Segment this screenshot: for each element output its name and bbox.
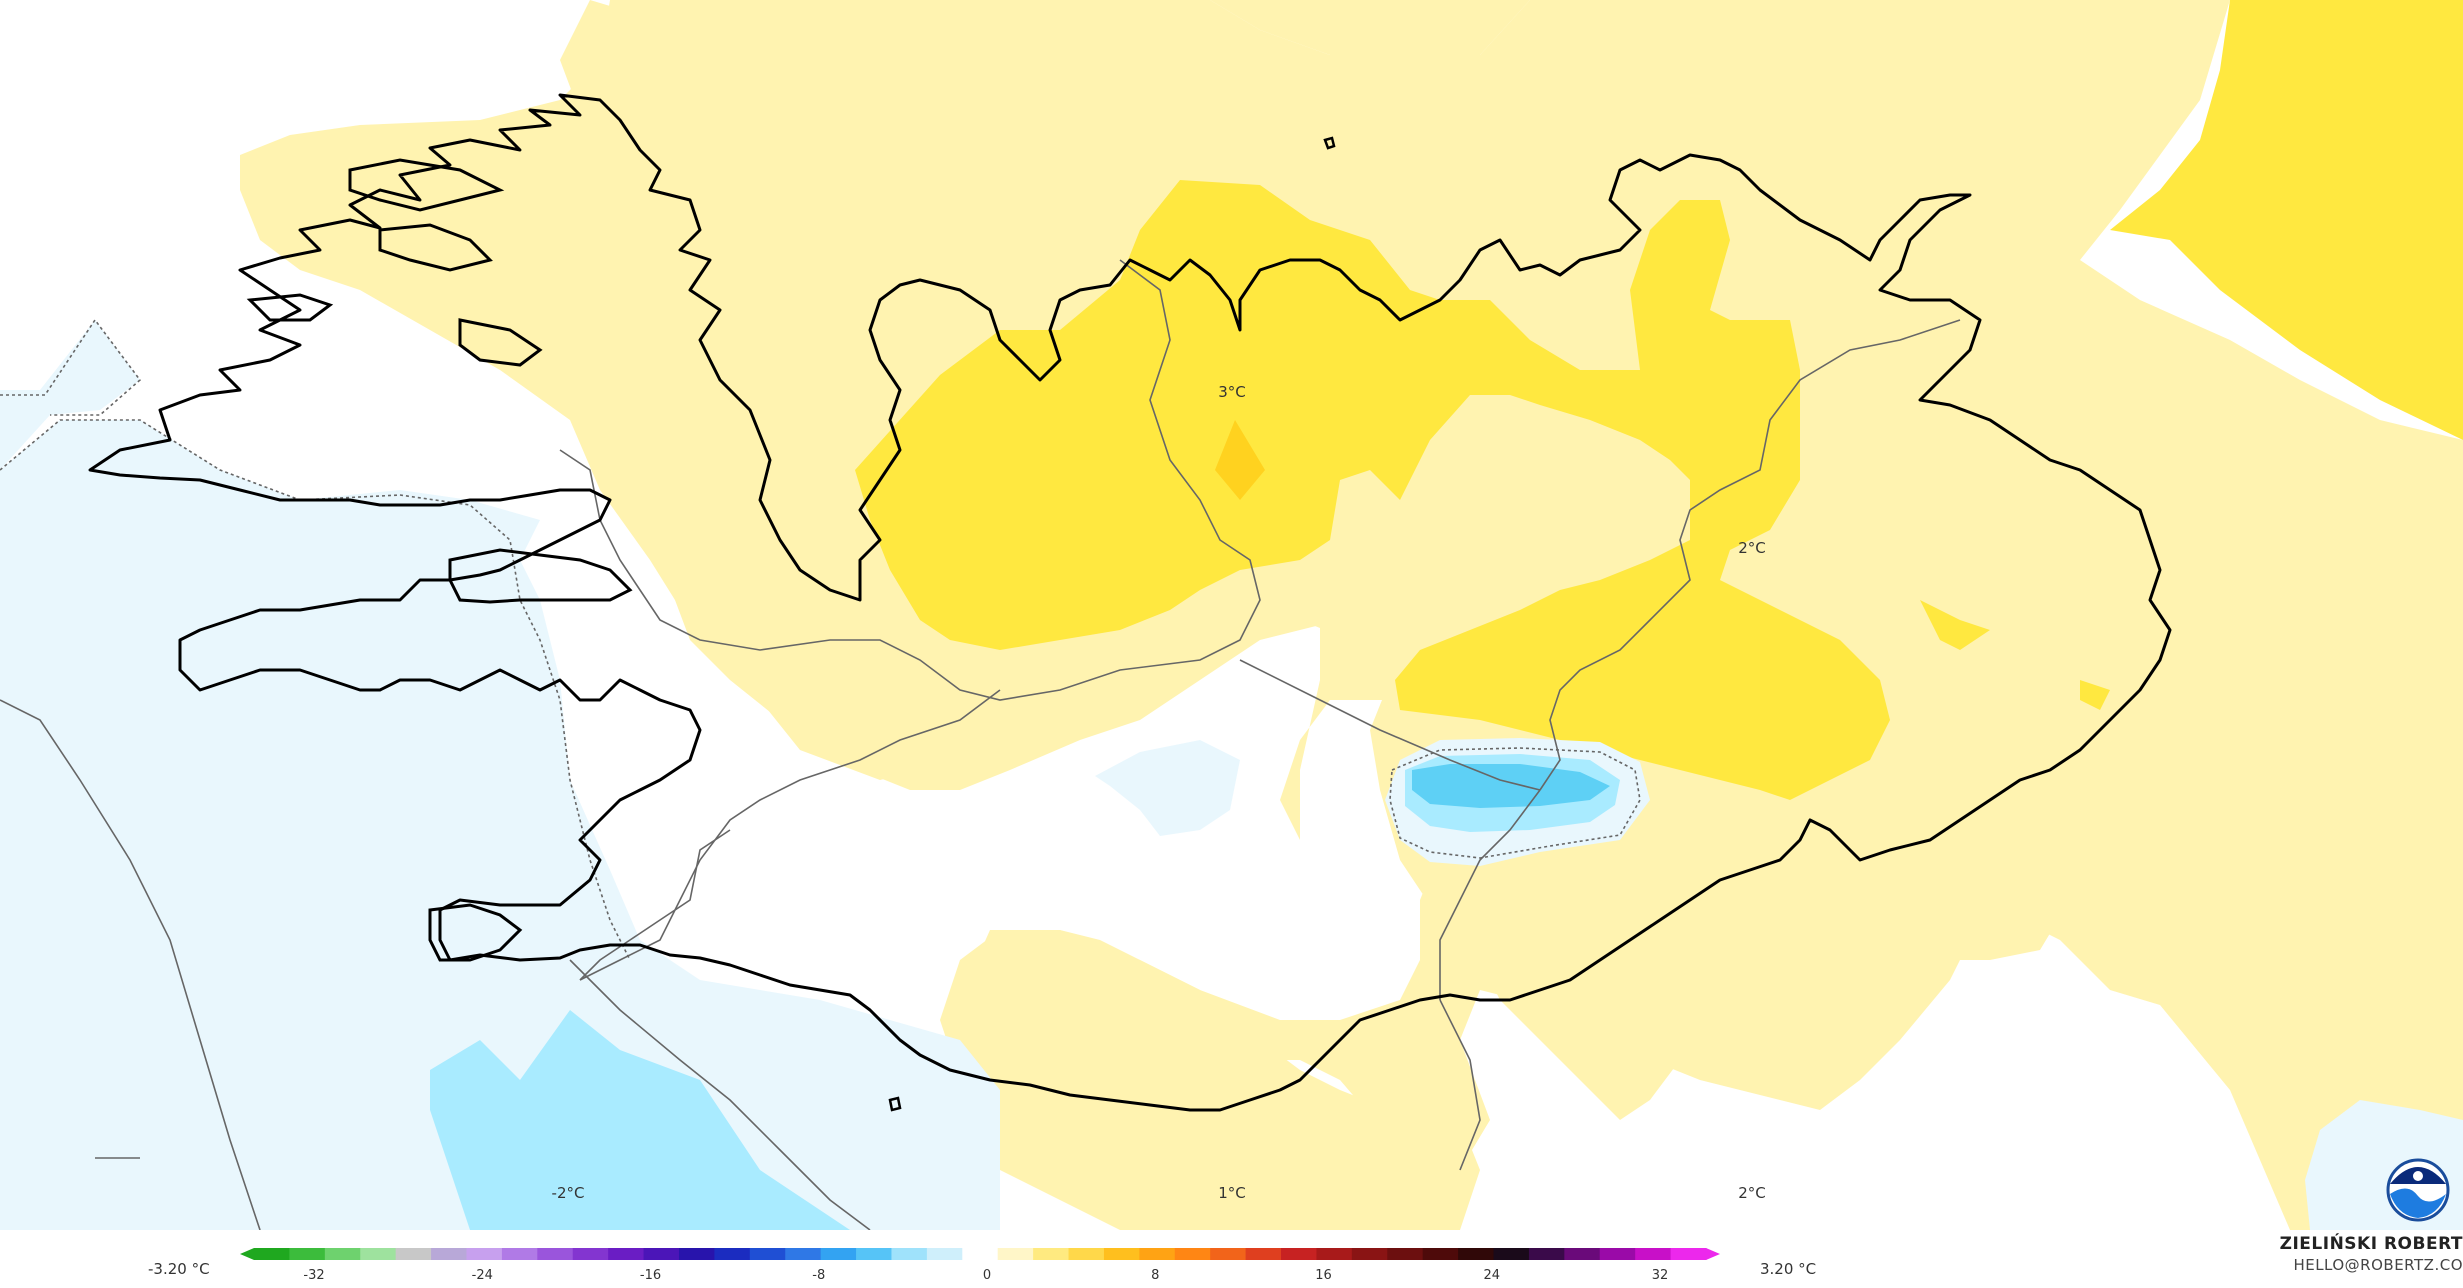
legend-tick-label: -16: [639, 1268, 662, 1283]
colorbar-segment: [1033, 1248, 1070, 1260]
legend-min-label: -3.20 °C: [148, 1260, 210, 1278]
border-south-lines: [569, 959, 871, 1230]
colorbar-segment: [537, 1248, 574, 1260]
yellow-region-north: [855, 180, 1890, 800]
contour-label-east-2: 2°C: [1738, 539, 1766, 557]
light-yellow-north: [240, 0, 2463, 1120]
border-dotted-2: [0, 419, 631, 961]
legend-tick-label: 8: [1151, 1268, 1160, 1283]
colorbar-segment: [1068, 1248, 1105, 1260]
colorbar-segment: [395, 1248, 432, 1260]
colorbar-min-arrow: [240, 1248, 254, 1260]
admin-borders: [0, 259, 1961, 1230]
colorbar-segment: [501, 1248, 538, 1260]
legend-tick-label: 16: [1315, 1268, 1332, 1283]
colorbar-segment: [1281, 1248, 1317, 1260]
legend-tick-label: 0: [982, 1268, 992, 1283]
legend-tick-label: 24: [1483, 1268, 1501, 1283]
colorbar-segment: [1210, 1248, 1247, 1260]
colorbar-segment: [608, 1248, 645, 1260]
coastline-reykjanes: [428, 903, 523, 962]
island-north: [1323, 136, 1336, 150]
colorbar-segment: [678, 1248, 715, 1260]
legend-max-label: 3.20 °C: [1760, 1260, 1817, 1278]
contour-label-north-3: 3°C: [1218, 383, 1246, 401]
contour-label-south-1: 1°C: [1218, 1184, 1246, 1202]
colorbar-segment: [926, 1248, 963, 1260]
colorbar-segment: [891, 1248, 928, 1260]
credit-name: ZIELIŃSKI ROBERT: [2279, 1234, 2463, 1254]
blue-region-sw: [430, 1010, 850, 1230]
colorbar-segment: [643, 1248, 680, 1260]
colorbar-segment: [572, 1248, 609, 1260]
colorbar-segment: [714, 1248, 751, 1260]
colorbar-segment: [1351, 1248, 1388, 1260]
colorbar-segment: [749, 1248, 786, 1260]
border-line-west: [0, 699, 261, 1230]
temperature-map: -2°C 1°C 2°C 3°C 2°C: [0, 0, 2463, 1230]
border-line-southwest: [579, 689, 1001, 981]
colorbar-segment: [962, 1248, 999, 1260]
light-blue-region-west: [0, 320, 140, 470]
credit-email: HELLO@ROBERTZ.CO: [2293, 1256, 2463, 1274]
coastline-west-peninsula: [448, 548, 633, 604]
light-yellow-south: [950, 930, 1480, 1230]
border-line-south: [1439, 789, 1541, 1000]
colorbar-segment: [1528, 1248, 1565, 1260]
noaa-logo: [2386, 1158, 2450, 1222]
colorbar-segment: [1245, 1248, 1282, 1260]
colorbar-segment: [289, 1248, 326, 1260]
colorbar-max-arrow: [1706, 1248, 1720, 1260]
orange-yellow-spot: [1215, 420, 1265, 500]
colorbar-segment: [997, 1248, 1034, 1260]
border-east-south: [1439, 999, 1481, 1171]
colorbar-segment: [1387, 1248, 1424, 1260]
yellow-region-east-small: [2080, 680, 2110, 710]
colorbar-segment: [1174, 1248, 1211, 1260]
colorbar-segment: [1422, 1248, 1459, 1260]
colorbar-segment: [1493, 1248, 1530, 1260]
colorbar-segment: [1139, 1248, 1176, 1260]
colorbar-segment: [1458, 1248, 1495, 1260]
iceland-coastline: [88, 93, 2172, 1112]
contour-label-west-minus2: -2°C: [552, 1184, 585, 1202]
yellow-region-ne: [2110, 0, 2463, 440]
legend-tick-label: -8: [812, 1268, 826, 1283]
border-dotted-glacier: [1389, 747, 1641, 859]
border-line-center: [1239, 659, 1541, 791]
colorbar-segment: [254, 1248, 290, 1260]
border-line-east: [1539, 319, 1961, 791]
contour-label-southeast-2: 2°C: [1738, 1184, 1766, 1202]
legend-tick-label: 32: [1651, 1268, 1669, 1283]
legend-ticks: -32 -24 -16 -8 0 8 16 24 32: [0, 1268, 2463, 1288]
light-blue-west-strip: [0, 700, 260, 1230]
legend-colorbar: [240, 1248, 1720, 1260]
colorbar-segment: [1103, 1248, 1140, 1260]
colorbar-segment: [1599, 1248, 1636, 1260]
colorbar-segment: [360, 1248, 397, 1260]
colorbar-segment: [1635, 1248, 1672, 1260]
colorbar-segment: [820, 1248, 857, 1260]
yellow-region-east: [1920, 600, 1990, 650]
color-scale-legend: -3.20 °C -32 -24 -16 -8 0 8 16 24 32 3.20 °C ZIE…: [0, 1230, 2463, 1287]
colorbar-segment: [1670, 1248, 1707, 1260]
colorbar-segment: [466, 1248, 503, 1260]
border-line-rey: [579, 829, 731, 981]
colorbar-segment: [324, 1248, 361, 1260]
legend-tick-label: -32: [303, 1268, 325, 1283]
colorbar-segment: [1564, 1248, 1601, 1260]
colorbar-segment: [431, 1248, 467, 1260]
island-south: [888, 1096, 902, 1112]
border-dotted-1: [0, 318, 142, 416]
border-line-north: [559, 259, 1261, 701]
light-blue-center: [1095, 740, 1240, 836]
colorbar-segment: [856, 1248, 892, 1260]
deep-blue-glacier: [1412, 764, 1610, 808]
colorbar-segment: [785, 1248, 822, 1260]
colorbar-segment: [1316, 1248, 1353, 1260]
light-blue-region-sw: [0, 420, 1000, 1230]
coastline-westfjords-detail: [246, 158, 543, 367]
legend-tick-label: -24: [471, 1268, 493, 1283]
